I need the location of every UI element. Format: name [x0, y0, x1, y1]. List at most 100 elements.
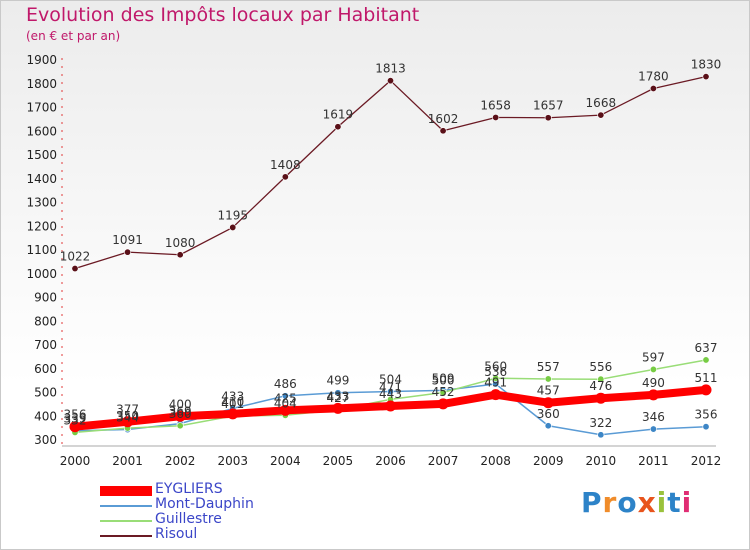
data-label: 1408	[270, 158, 301, 172]
data-point	[332, 402, 344, 414]
logo-letter: o	[617, 486, 638, 519]
logo-letter: P	[581, 486, 603, 519]
series-eygliers	[69, 384, 712, 433]
data-point	[492, 374, 500, 382]
legend-swatch	[100, 505, 152, 507]
data-label: 1022	[60, 250, 91, 264]
y-tick-label: 1500	[26, 148, 57, 162]
data-point	[69, 421, 81, 433]
y-tick-label: 400	[34, 409, 57, 423]
data-label: 339	[64, 412, 87, 426]
data-label: 509	[432, 371, 455, 385]
data-label: 322	[589, 416, 612, 430]
data-label: 360	[537, 407, 560, 421]
data-label: 1668	[586, 96, 617, 110]
x-tick-label: 2005	[323, 454, 354, 468]
data-labels-layer: 1022 1091 1080 1195 1408 1619 1813 1602 1658 1657…	[60, 58, 722, 430]
data-label: 1658	[480, 98, 511, 112]
data-label: 556	[589, 360, 612, 374]
data-point	[439, 388, 447, 396]
legend-label: Guillestre	[155, 511, 222, 527]
data-point	[122, 416, 134, 428]
data-label: 471	[379, 380, 402, 394]
data-point	[542, 397, 554, 409]
data-label: 452	[432, 385, 455, 399]
data-point	[544, 114, 552, 122]
data-label: 332	[64, 413, 87, 427]
data-label: 433	[326, 389, 349, 403]
data-label: 491	[484, 376, 507, 390]
data-label: 499	[326, 374, 349, 388]
data-label: 433	[221, 389, 244, 403]
data-label: 490	[642, 376, 665, 390]
x-tick-label: 2006	[375, 454, 406, 468]
data-label: 1195	[217, 208, 248, 222]
data-label: 356	[64, 408, 87, 422]
y-tick-label: 1300	[26, 196, 57, 210]
logo-letter: t	[667, 486, 682, 519]
y-tick-label: 1200	[26, 219, 57, 233]
logo-letter: i	[681, 486, 693, 519]
data-label: 511	[695, 371, 718, 385]
legend-swatch	[100, 520, 152, 522]
data-label: 536	[484, 365, 507, 379]
data-label: 1080	[165, 236, 196, 250]
data-label: 346	[642, 410, 665, 424]
data-label: 344	[116, 411, 139, 425]
data-point	[279, 404, 291, 416]
data-point	[227, 408, 239, 420]
chart-subtitle: (en € et par an)	[26, 29, 121, 43]
y-tick-label: 300	[34, 433, 57, 447]
x-tick-label: 2001	[112, 454, 143, 468]
data-label: 404	[274, 396, 297, 410]
data-point	[492, 113, 500, 121]
data-point	[386, 77, 394, 85]
legend-label: Mont-Dauphin	[155, 496, 254, 512]
data-point	[597, 431, 605, 439]
chart-axes: 300 400 500 600 700 800 900 1000 1100 1200 1300 140…	[26, 53, 721, 468]
data-label: 427	[326, 391, 349, 405]
data-label: 400	[169, 397, 192, 411]
y-tick-label: 1700	[26, 101, 57, 115]
x-tick-label: 2009	[533, 454, 564, 468]
data-point	[544, 422, 552, 430]
data-label: 1619	[323, 108, 354, 122]
data-point	[490, 389, 502, 401]
y-tick-label: 700	[34, 338, 57, 352]
data-point	[176, 422, 184, 430]
logo-letter: x	[637, 486, 657, 519]
data-point	[437, 398, 449, 410]
proxiti-logo: Proxiti	[581, 486, 692, 519]
data-point	[229, 223, 237, 231]
data-label: 443	[379, 387, 402, 401]
data-point	[595, 392, 607, 404]
y-tick-label: 1400	[26, 172, 57, 186]
data-label: 1657	[533, 99, 564, 113]
y-tick-label: 1800	[26, 77, 57, 91]
data-label: 1091	[112, 233, 143, 247]
data-point	[124, 248, 132, 256]
legend-swatch	[100, 535, 152, 537]
data-label: 486	[274, 377, 297, 391]
legend-label: Risoul	[155, 526, 198, 542]
logo-letter: r	[602, 486, 618, 519]
data-point	[334, 123, 342, 131]
data-label: 1602	[428, 112, 459, 126]
data-label: 476	[589, 379, 612, 393]
data-label: 425	[274, 391, 297, 405]
data-point	[281, 173, 289, 181]
y-tick-label: 500	[34, 386, 57, 400]
data-label: 369	[169, 405, 192, 419]
data-point	[386, 388, 394, 396]
data-point	[597, 111, 605, 119]
legend-swatch	[100, 486, 152, 496]
data-label: 1830	[691, 58, 722, 72]
data-point	[649, 365, 657, 373]
data-label: 637	[695, 341, 718, 355]
y-tick-label: 1900	[26, 53, 57, 67]
data-label: 1813	[375, 62, 406, 76]
legend-item: EYGLIERS	[100, 481, 360, 499]
y-tick-label: 900	[34, 291, 57, 305]
